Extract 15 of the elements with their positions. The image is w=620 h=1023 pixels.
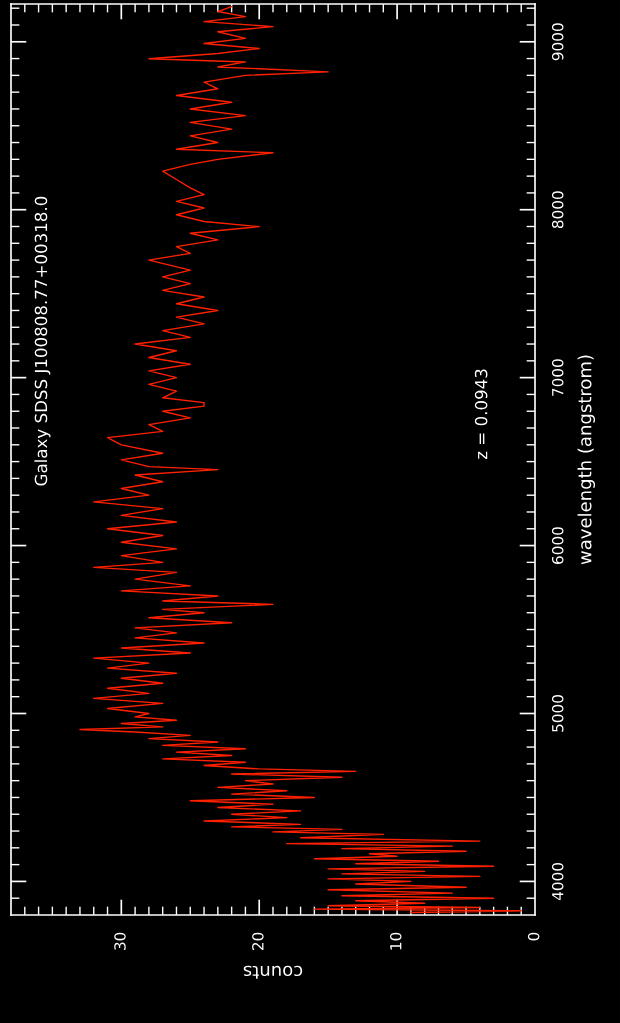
x-tick-label: 10 — [389, 932, 402, 950]
line-series — [79, 5, 522, 914]
x-axis-title: counts — [243, 965, 303, 979]
x-tick-label: 0 — [527, 932, 540, 941]
x-tick-label: 30 — [114, 932, 126, 950]
y-tick-label: 8000 — [551, 191, 564, 229]
y-tick-label: 4000 — [551, 862, 564, 901]
y-tick-label: 9000 — [551, 23, 564, 61]
text: Galaxy SDSS J100808.77+00318.0 — [34, 196, 51, 486]
y-tick-label: 6000 — [551, 527, 564, 564]
y-tick-label: 5000 — [551, 695, 564, 732]
y-axis-title: wavelength (angstrom) — [577, 355, 596, 565]
x-tick-label: 20 — [252, 932, 264, 950]
annotation: z = 0.0943 — [474, 369, 488, 460]
y-tick-label: 7000 — [551, 359, 564, 396]
